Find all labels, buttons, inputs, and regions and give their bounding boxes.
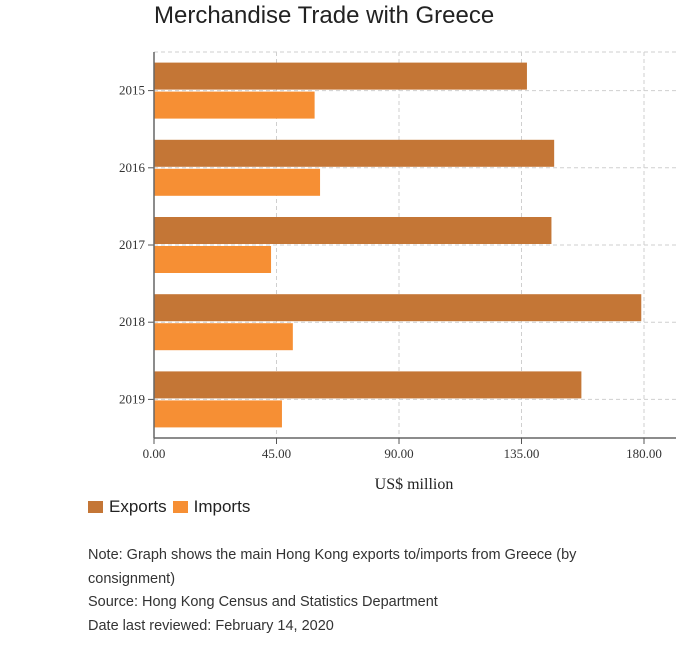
bar-imports-2015 [154, 91, 315, 119]
legend-swatch-imports [172, 501, 188, 513]
note-text: Note: Graph shows the main Hong Kong exp… [88, 547, 577, 587]
bar-exports-2018 [154, 294, 642, 322]
bar-chart: 2015 2016 2017 2018 2019 0.00 45.00 90.00 135.00… [119, 51, 676, 493]
legend-label-exports: Exports [109, 497, 167, 516]
y-tick-label: 2019 [119, 391, 145, 406]
x-tick-label: 45.00 [262, 446, 291, 461]
legend-item-exports[interactable]: Exports [88, 497, 167, 517]
date-reviewed-text: Date last reviewed: February 14, 2020 [88, 617, 334, 634]
bar-exports-2016 [154, 139, 555, 167]
chart-title: Merchandise Trade with Greece [154, 2, 495, 29]
legend: Exports Imports [88, 497, 256, 517]
bar-exports-2015 [154, 62, 527, 90]
chart-notes: Note: Graph shows the main Hong Kong exp… [88, 544, 648, 638]
bar-exports-2019 [154, 371, 582, 399]
bar-imports-2016 [154, 168, 321, 196]
bar-imports-2019 [154, 400, 282, 428]
y-tick-label: 2015 [119, 83, 145, 98]
source-text: Source: Hong Kong Census and Statistics … [88, 594, 438, 610]
x-tick-label: 90.00 [384, 446, 413, 461]
x-tick-label: 0.00 [143, 446, 166, 461]
legend-swatch-exports [88, 501, 103, 513]
x-tick-label: 180.00 [626, 446, 662, 461]
bar-imports-2018 [154, 323, 293, 351]
y-tick-label: 2016 [119, 160, 146, 175]
legend-label-imports: Imports [193, 497, 251, 516]
x-tick-label: 135.00 [504, 446, 540, 461]
y-tick-label: 2017 [119, 237, 146, 252]
legend-item-imports[interactable]: Imports [172, 497, 251, 517]
bar-imports-2017 [154, 246, 272, 273]
bar-exports-2017 [154, 217, 552, 244]
x-axis-title: US$ million [375, 476, 454, 493]
y-tick-label: 2018 [119, 314, 145, 329]
